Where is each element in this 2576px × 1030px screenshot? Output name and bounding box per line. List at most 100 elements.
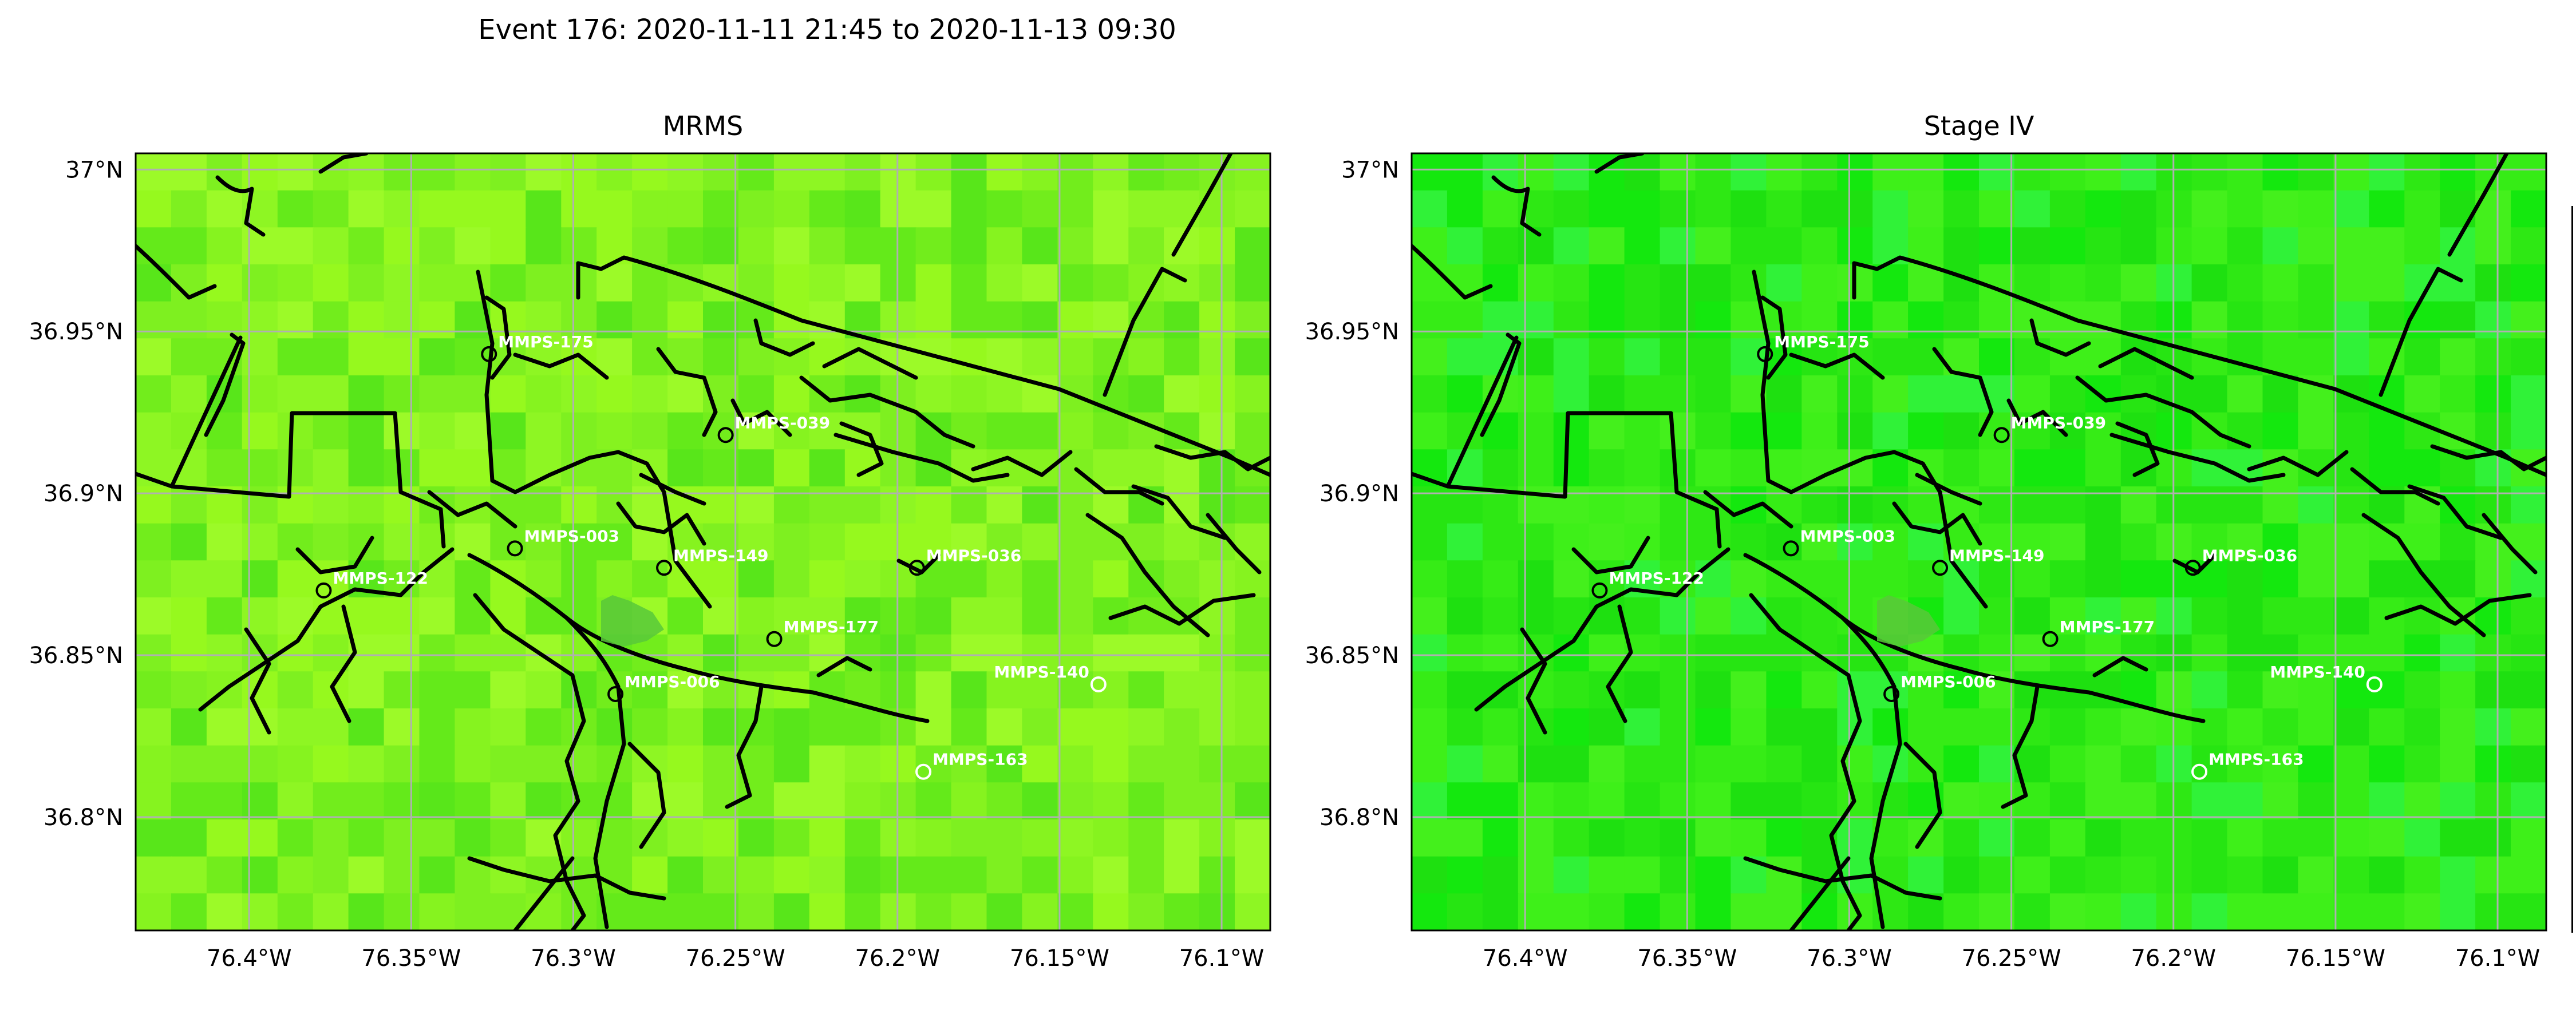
raster-cell (277, 375, 314, 413)
raster-cell (1518, 338, 1554, 376)
raster-cell (1553, 745, 1590, 783)
raster-cell (1624, 745, 1661, 783)
raster-cell (1128, 819, 1165, 857)
raster-cell (171, 634, 207, 672)
raster-cell (490, 819, 527, 857)
raster-cell (2191, 708, 2228, 746)
raster-cell (1801, 412, 1838, 450)
raster-cell (738, 523, 775, 561)
raster-cell (561, 412, 598, 450)
raster-cell (171, 375, 207, 413)
raster-cell (1766, 782, 1803, 820)
raster-cell (703, 819, 739, 857)
raster-cell (703, 449, 739, 487)
raster-cell (1943, 893, 1980, 930)
raster-cell (2262, 486, 2299, 524)
raster-cell (2333, 301, 2370, 339)
raster-cell (2440, 227, 2476, 265)
raster-cell (277, 190, 314, 228)
raster-cell (2369, 819, 2405, 857)
raster-cell (1730, 153, 1767, 191)
raster-cell (1589, 745, 1625, 783)
raster-cell (951, 782, 987, 820)
raster-cell (1660, 782, 1696, 820)
raster-cell (1624, 375, 1661, 413)
raster-cell (2049, 338, 2086, 376)
raster-cell (1518, 893, 1554, 930)
raster-cell (2369, 153, 2405, 191)
x-tick-label: 76.25°W (686, 945, 785, 972)
raster-cell (1943, 190, 1980, 228)
raster-cell (1660, 190, 1696, 228)
raster-cell (2298, 745, 2334, 783)
raster-cell (809, 708, 846, 746)
precip-raster (136, 153, 1270, 930)
raster-cell (1872, 412, 1909, 450)
raster-cell (1022, 597, 1058, 635)
raster-cell (951, 190, 987, 228)
raster-cell (809, 301, 846, 339)
axes-frame (1411, 152, 2547, 932)
raster-cell (1057, 264, 1094, 302)
raster-cell (2404, 745, 2441, 783)
raster-cell (667, 153, 704, 191)
raster-cell (2227, 153, 2263, 191)
raster-cell (348, 745, 385, 783)
raster-cell (2191, 523, 2228, 561)
raster-cell (738, 153, 775, 191)
raster-cell (2440, 708, 2476, 746)
raster-cell (1908, 708, 1944, 746)
raster-cell (1199, 745, 1235, 783)
x-tick-label: 76.4°W (1483, 945, 1568, 972)
raster-cell (596, 856, 633, 894)
raster-cell (348, 153, 385, 191)
raster-cell (1412, 486, 1448, 524)
raster-cell (1801, 301, 1838, 339)
raster-cell (1660, 634, 1696, 672)
station-marker (766, 631, 783, 647)
raster-cell (2014, 597, 2050, 635)
raster-cell (2262, 301, 2299, 339)
raster-cell (1164, 264, 1200, 302)
raster-cell (1589, 856, 1625, 894)
station-label: MMPS-003 (524, 526, 619, 545)
raster-cell (1943, 671, 1980, 709)
raster-cell (738, 634, 775, 672)
raster-cell (2014, 819, 2050, 857)
raster-cell (1553, 338, 1590, 376)
raster-cell (1872, 301, 1909, 339)
station-marker (908, 560, 925, 576)
station-label: MMPS-175 (498, 332, 593, 351)
axis-ticks: 76.4°W 76.35°W 76.3°W 76.25°W 76.2°W 76.15°W 7… (29, 157, 1265, 972)
raster-cell (951, 745, 987, 783)
raster-cell (951, 264, 987, 302)
raster-cell (2369, 264, 2405, 302)
raster-cell (1695, 338, 1732, 376)
raster-cell (2262, 412, 2299, 450)
raster-cell (419, 153, 456, 191)
raster-cell (384, 634, 420, 672)
raster-cell (773, 708, 810, 746)
raster-cell (2191, 597, 2228, 635)
raster-cell (2085, 375, 2121, 413)
raster-cell (2049, 153, 2086, 191)
raster-cell (1518, 819, 1554, 857)
raster-cell (773, 856, 810, 894)
raster-cell (384, 782, 420, 820)
raster-cell (348, 190, 385, 228)
graticule (1412, 153, 2546, 930)
raster-cell (773, 338, 810, 376)
raster-cell (2262, 819, 2299, 857)
raster-cell (667, 819, 704, 857)
raster-cell (171, 597, 207, 635)
raster-cell (2298, 671, 2334, 709)
x-tick-label: 76.3°W (531, 945, 616, 972)
raster-cell (1801, 597, 1838, 635)
raster-cell (1943, 856, 1980, 894)
raster-cell (844, 523, 881, 561)
raster-cell (1447, 819, 1483, 857)
raster-cell (773, 523, 810, 561)
raster-cell (1660, 375, 1696, 413)
raster-cell (1730, 597, 1767, 635)
precip-raster (1412, 153, 2546, 930)
